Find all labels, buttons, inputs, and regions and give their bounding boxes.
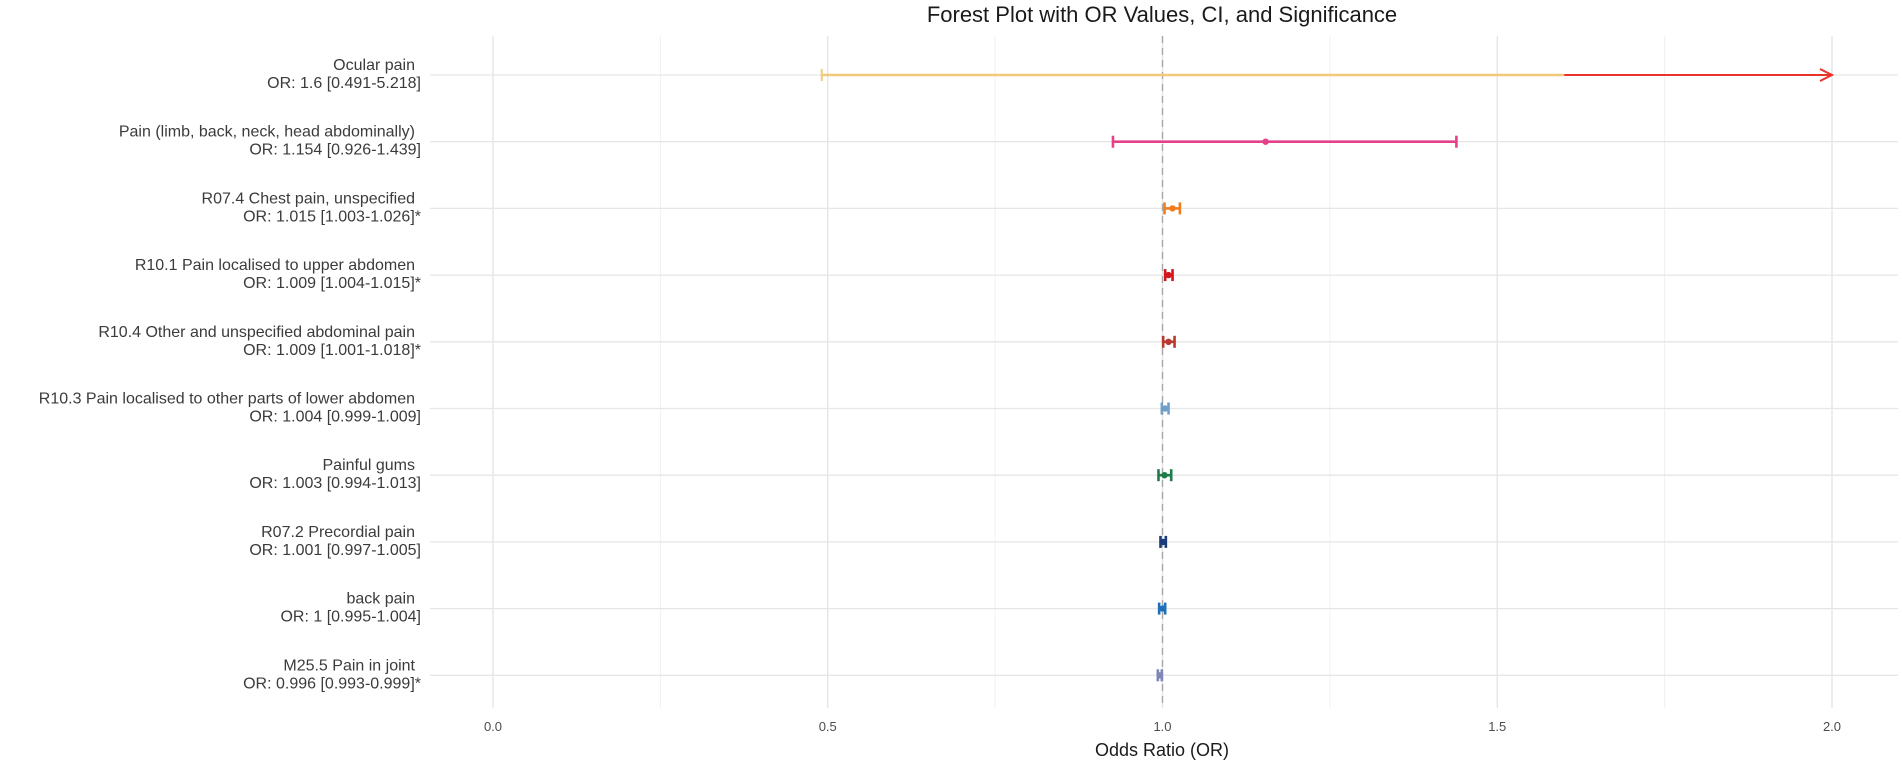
or-point — [1159, 605, 1166, 612]
x-tick-label: 0.5 — [819, 719, 837, 734]
row-label: R07.4 Chest pain, unspecified — [202, 190, 415, 207]
or-point — [1165, 338, 1172, 345]
row-label: R10.4 Other and unspecified abdominal pa… — [98, 324, 415, 341]
x-tick-label: 1.5 — [1488, 719, 1506, 734]
chart-title: Forest Plot with OR Values, CI, and Sign… — [927, 2, 1397, 27]
row-label: Pain (limb, back, neck, head abdominally… — [119, 124, 415, 141]
row-or-text: OR: 1.009 [1.001-1.018]* — [243, 342, 421, 359]
row-or-text: OR: 1.004 [0.999-1.009] — [249, 409, 421, 426]
row-or-text: OR: 1.154 [0.926-1.439] — [249, 142, 421, 159]
row-or-text: OR: 1.009 [1.004-1.015]* — [243, 275, 421, 292]
or-point — [1159, 538, 1167, 546]
forest-row: R10.3 Pain localised to other parts of l… — [39, 391, 1170, 426]
row-label: R07.2 Precordial pain — [261, 524, 415, 541]
x-axis-ticks: 0.0 0.5 1.0 1.5 2.0 — [484, 719, 1841, 734]
row-label: R10.1 Pain localised to upper abdomen — [135, 257, 415, 274]
row-or-text: OR: 1 [0.995-1.004] — [280, 609, 421, 626]
or-point — [1161, 405, 1169, 412]
row-label: back pain — [347, 591, 416, 608]
or-point — [1161, 472, 1168, 479]
or-point — [1165, 271, 1172, 279]
row-label: R10.3 Pain localised to other parts of l… — [39, 391, 415, 408]
x-tick-label: 1.0 — [1153, 719, 1171, 734]
row-or-text: OR: 1.001 [0.997-1.005] — [249, 542, 421, 559]
forest-row: R10.1 Pain localised to upper abdomenOR:… — [135, 257, 1174, 292]
forest-row: Pain (limb, back, neck, head abdominally… — [119, 124, 1458, 159]
or-point — [1262, 138, 1269, 145]
x-axis-label: Odds Ratio (OR) — [1095, 740, 1229, 760]
ci-arrow-head — [1819, 68, 1835, 82]
row-label: M25.5 Pain in joint — [283, 657, 415, 674]
minor-gridlines — [659, 36, 1666, 708]
or-point — [1156, 672, 1164, 679]
forest-row: R10.4 Other and unspecified abdominal pa… — [98, 324, 1176, 359]
row-or-text: OR: 0.996 [0.993-0.999]* — [243, 675, 421, 692]
row-label: Painful gums — [323, 457, 416, 474]
or-point — [1169, 205, 1176, 212]
row-or-text: OR: 1.003 [0.994-1.013] — [249, 475, 421, 492]
row-or-text: OR: 1.6 [0.491-5.218] — [267, 75, 421, 92]
x-tick-label: 0.0 — [484, 719, 502, 734]
row-or-text: OR: 1.015 [1.003-1.026]* — [243, 208, 421, 225]
x-tick-label: 2.0 — [1823, 719, 1841, 734]
row-label: Ocular pain — [333, 57, 415, 74]
